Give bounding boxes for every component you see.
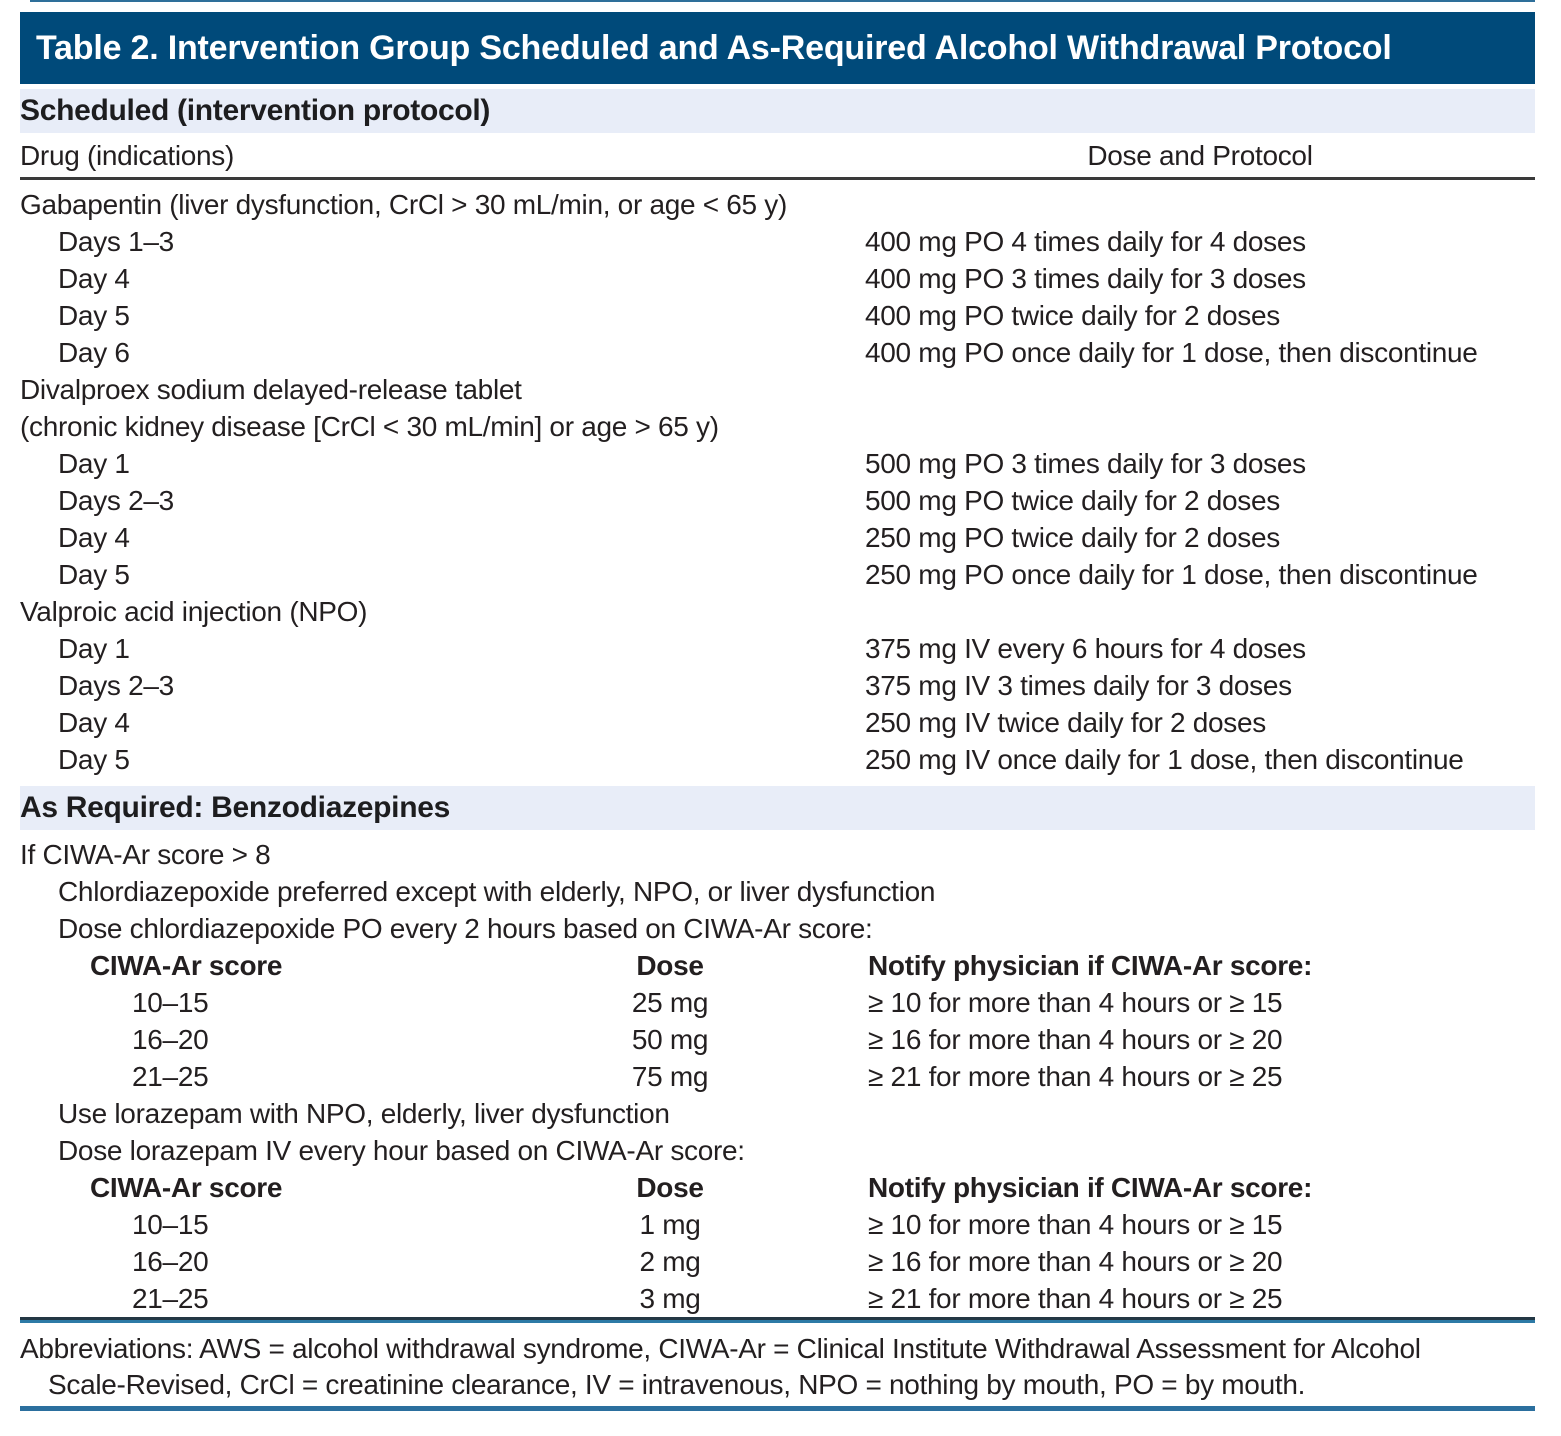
section-header-scheduled: Scheduled (intervention protocol)	[20, 89, 1535, 133]
day-label: Day 4	[58, 707, 130, 738]
day-label: Day 1	[58, 633, 130, 664]
abbreviations-line-2: Scale-Revised, CrCl = creatinine clearan…	[48, 1369, 1306, 1400]
dose-value: 400 mg PO twice daily for 2 doses	[865, 300, 1280, 331]
day-label: Day 4	[58, 522, 130, 553]
day-label: Day 6	[58, 337, 130, 368]
section-header-as-required-label: As Required: Benzodiazepines	[20, 791, 451, 824]
drug-name-valproic-acid: Valproic acid injection (NPO)	[20, 596, 368, 627]
drug-name-divalproex-indication: (chronic kidney disease [CrCl < 30 mL/mi…	[20, 411, 719, 442]
score-range: 16–20	[132, 1024, 209, 1055]
dose-value: 25 mg	[631, 987, 709, 1018]
day-label: Days 1–3	[58, 226, 174, 257]
score-range: 21–25	[132, 1283, 209, 1314]
dose-value: 2 mg	[639, 1246, 701, 1277]
section-header-scheduled-label: Scheduled (intervention protocol)	[20, 94, 491, 127]
day-label: Days 2–3	[58, 485, 174, 516]
dose-value: 1 mg	[639, 1209, 701, 1240]
day-label: Days 2–3	[58, 670, 174, 701]
top-rule	[30, 0, 1535, 2]
dose-value: 500 mg PO 3 times daily for 3 doses	[865, 448, 1306, 479]
dose-value: 500 mg PO twice daily for 2 doses	[865, 485, 1280, 516]
day-label: Day 5	[58, 744, 130, 775]
dose-value: 250 mg IV twice daily for 2 doses	[865, 707, 1266, 738]
dose-header: Dose	[636, 950, 704, 981]
dose-value: 375 mg IV every 6 hours for 4 doses	[865, 633, 1306, 664]
ciwa-intro-line: If CIWA-Ar score > 8	[20, 839, 271, 870]
dose-value: 75 mg	[631, 1061, 709, 1092]
scheduled-protocol-table: Gabapentin (liver dysfunction, CrCl > 30…	[20, 180, 1535, 778]
ciwa-score-header: CIWA-Ar score	[90, 1172, 283, 1203]
score-range: 21–25	[132, 1061, 209, 1092]
day-label: Day 5	[58, 559, 130, 590]
notify-rule: ≥ 16 for more than 4 hours or ≥ 20	[868, 1246, 1283, 1277]
score-range: 16–20	[132, 1246, 209, 1277]
day-label: Day 1	[58, 448, 130, 479]
footnote-divider-rule	[20, 1317, 1535, 1323]
score-range: 10–15	[132, 987, 209, 1018]
lorazepam-dosing-table: CIWA-Ar score Dose Notify physician if C…	[20, 1169, 1535, 1317]
day-label: Day 4	[58, 263, 130, 294]
dose-value: 250 mg PO once daily for 1 dose, then di…	[865, 559, 1478, 590]
dose-value: 375 mg IV 3 times daily for 3 doses	[865, 670, 1292, 701]
dose-value: 400 mg PO 3 times daily for 3 doses	[865, 263, 1306, 294]
notify-header: Notify physician if CIWA-Ar score:	[868, 950, 1313, 981]
drug-name-divalproex: Divalproex sodium delayed-release tablet	[20, 374, 522, 405]
dose-value: 250 mg IV once daily for 1 dose, then di…	[865, 744, 1464, 775]
notify-rule: ≥ 21 for more than 4 hours or ≥ 25	[868, 1283, 1283, 1314]
notify-rule: ≥ 16 for more than 4 hours or ≥ 20	[868, 1024, 1283, 1055]
chlordiazepoxide-dosing-table: CIWA-Ar score Dose Notify physician if C…	[20, 947, 1535, 1095]
table-title-bar: Table 2. Intervention Group Scheduled an…	[20, 12, 1535, 84]
chlordiazepoxide-note: Chlordiazepoxide preferred except with e…	[58, 876, 936, 907]
table-title: Table 2. Intervention Group Scheduled an…	[36, 28, 1392, 67]
notify-header: Notify physician if CIWA-Ar score:	[868, 1172, 1313, 1203]
dose-value: 400 mg PO 4 times daily for 4 doses	[865, 226, 1306, 257]
section-header-as-required: As Required: Benzodiazepines	[20, 786, 1535, 830]
notify-rule: ≥ 21 for more than 4 hours or ≥ 25	[868, 1061, 1283, 1092]
notify-rule: ≥ 10 for more than 4 hours or ≥ 15	[868, 987, 1283, 1018]
chlordiazepoxide-dose-line: Dose chlordiazepoxide PO every 2 hours b…	[58, 913, 873, 944]
table-content: Table 2. Intervention Group Scheduled an…	[20, 12, 1535, 1411]
column-header-row: Drug (indications) Dose and Protocol	[20, 139, 1535, 180]
dose-value: 50 mg	[631, 1024, 709, 1055]
table-bottom-rule	[20, 1406, 1535, 1411]
dose-value: 3 mg	[639, 1283, 701, 1314]
lorazepam-dose-line: Dose lorazepam IV every hour based on CI…	[58, 1135, 745, 1166]
column-header-dose: Dose and Protocol	[1087, 140, 1313, 171]
lorazepam-note: Use lorazepam with NPO, elderly, liver d…	[58, 1098, 670, 1129]
drug-name-gabapentin: Gabapentin (liver dysfunction, CrCl > 30…	[20, 189, 788, 220]
dose-value: 250 mg PO twice daily for 2 doses	[865, 522, 1280, 553]
dose-header: Dose	[636, 1172, 704, 1203]
day-label: Day 5	[58, 300, 130, 331]
notify-rule: ≥ 10 for more than 4 hours or ≥ 15	[868, 1209, 1283, 1240]
ciwa-score-header: CIWA-Ar score	[90, 950, 283, 981]
abbreviations-footnote: Abbreviations: AWS = alcohol withdrawal …	[20, 1331, 1535, 1403]
score-range: 10–15	[132, 1209, 209, 1240]
dose-value: 400 mg PO once daily for 1 dose, then di…	[865, 337, 1478, 368]
column-header-drug: Drug (indications)	[20, 140, 235, 171]
abbreviations-line-1: Abbreviations: AWS = alcohol withdrawal …	[20, 1333, 1421, 1364]
